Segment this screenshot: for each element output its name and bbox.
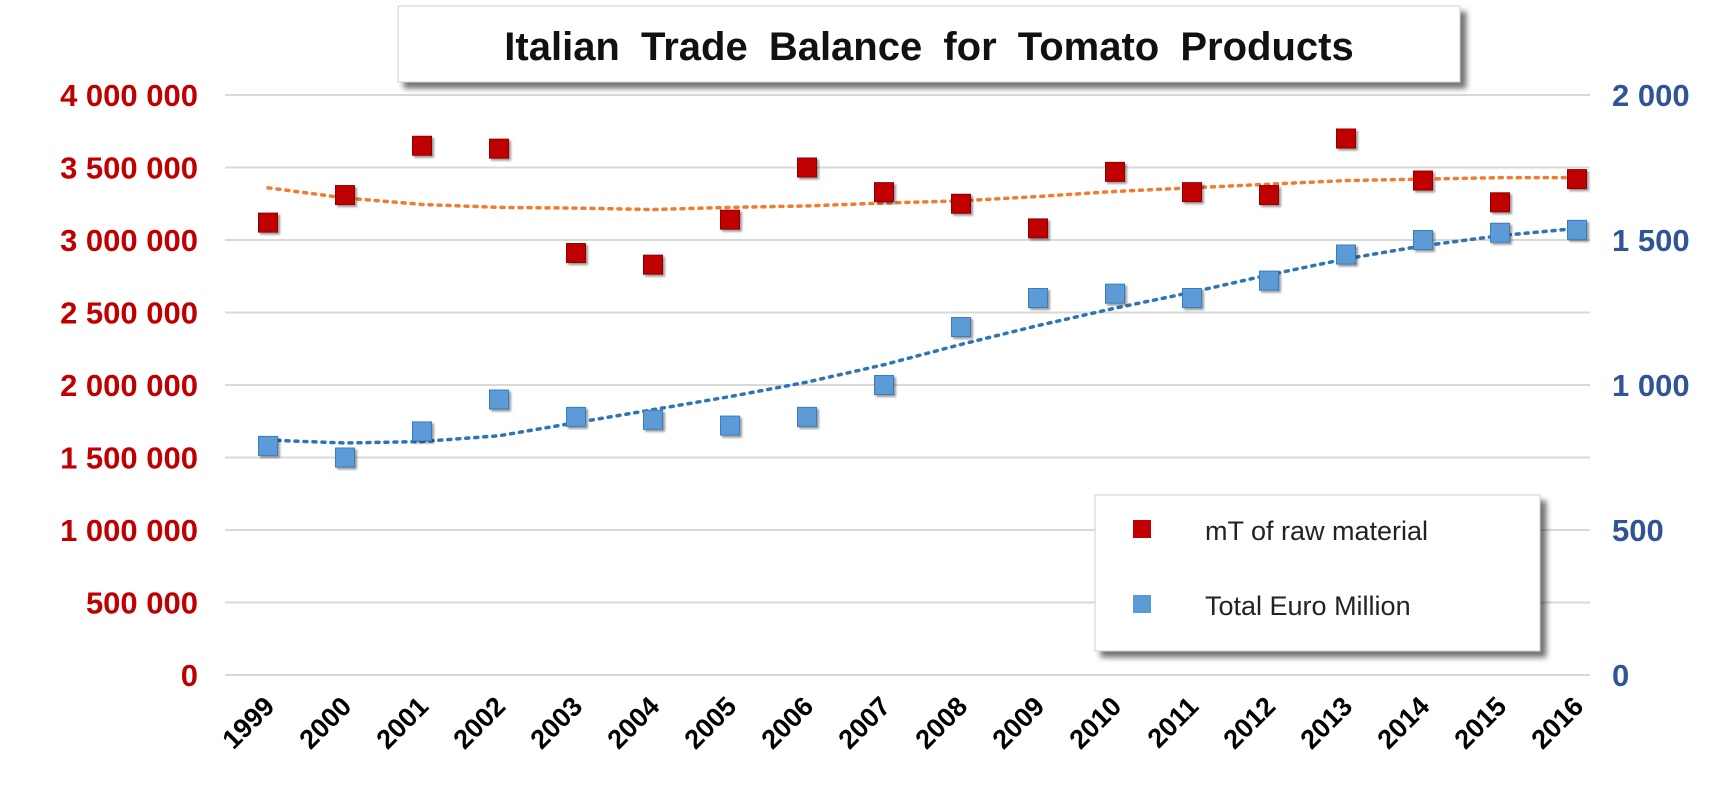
x-tick-label: 2008 <box>910 691 974 755</box>
y-left-tick-label: 3 000 000 <box>60 223 198 258</box>
y-left-tick-label: 3 500 000 <box>60 151 198 186</box>
point-raw-material-2012 <box>1259 185 1279 206</box>
point-raw-material-2009 <box>1028 218 1048 239</box>
x-tick-label: 2000 <box>294 691 358 755</box>
x-tick-label: 2015 <box>1449 691 1513 755</box>
point-euro-million-2006 <box>797 406 817 427</box>
point-euro-million-1999 <box>258 435 278 456</box>
legend: mT of raw material Total Euro Million <box>1094 494 1541 652</box>
point-raw-material-2011 <box>1182 182 1202 203</box>
point-raw-material-2004 <box>643 254 663 275</box>
point-euro-million-2005 <box>720 415 740 436</box>
trendline-raw-material <box>266 175 1579 212</box>
x-tick-label: 2009 <box>987 691 1051 755</box>
x-tick-label: 2006 <box>756 691 820 755</box>
point-euro-million-2009 <box>1028 288 1048 308</box>
point-raw-material-2014 <box>1413 170 1433 191</box>
y-left-tick-label: 0 <box>181 658 198 693</box>
y-right-tick-label: 500 <box>1612 513 1664 548</box>
x-tick-label: 2010 <box>1064 691 1128 755</box>
x-tick-label: 1999 <box>217 691 281 755</box>
point-euro-million-2002 <box>489 389 509 410</box>
point-raw-material-2008 <box>951 193 971 214</box>
point-euro-million-2011 <box>1182 288 1202 308</box>
trendline-euro-million <box>266 226 1579 445</box>
x-tick-label: 2004 <box>602 691 666 755</box>
x-tick-label: 2012 <box>1218 691 1282 755</box>
x-axis: 1999 2000 2001 2002 2003 2004 2005 2006 2007 2008… <box>217 691 1590 755</box>
point-raw-material-2016 <box>1567 169 1587 190</box>
chart-title-box: Italian Trade Balance for Tomato Product… <box>397 5 1461 83</box>
trendlines <box>266 175 1579 445</box>
point-raw-material-1999 <box>258 212 278 233</box>
x-tick-label: 2005 <box>679 691 743 755</box>
y-right-tick-label: 0 <box>1612 658 1629 693</box>
point-raw-material-2007 <box>874 182 894 203</box>
legend-marker-euro-million <box>1133 595 1151 613</box>
x-tick-label: 2002 <box>448 691 512 755</box>
point-euro-million-2012 <box>1259 270 1279 291</box>
point-euro-million-2003 <box>566 406 586 427</box>
y-left-tick-label: 1 500 000 <box>60 441 198 476</box>
y-axis-left: 0 500 000 1 000 000 1 500 000 2 000 000 2 500… <box>60 78 198 693</box>
point-euro-million-2016 <box>1567 219 1587 240</box>
point-euro-million-2014 <box>1413 230 1433 250</box>
point-raw-material-2013 <box>1336 128 1356 149</box>
point-raw-material-2000 <box>335 185 355 206</box>
y-right-tick-label: 2 000 <box>1612 78 1690 113</box>
point-raw-material-2002 <box>489 138 509 159</box>
point-euro-million-2008 <box>951 317 971 337</box>
point-raw-material-2015 <box>1490 192 1510 213</box>
point-raw-material-2003 <box>566 243 586 264</box>
data-points <box>258 128 1587 468</box>
y-left-tick-label: 4 000 000 <box>60 78 198 113</box>
y-right-tick-label: 1 500 <box>1612 223 1690 258</box>
point-euro-million-2007 <box>874 375 894 395</box>
x-tick-label: 2016 <box>1526 691 1590 755</box>
point-euro-million-2013 <box>1336 244 1356 265</box>
x-tick-label: 2013 <box>1295 691 1359 755</box>
x-tick-label: 2001 <box>371 691 435 755</box>
point-euro-million-2001 <box>412 421 432 442</box>
x-tick-label: 2014 <box>1372 691 1436 755</box>
x-tick-label: 2003 <box>525 691 589 755</box>
legend-label-raw-material: mT of raw material <box>1205 516 1428 546</box>
y-left-tick-label: 2 000 000 <box>60 368 198 403</box>
x-tick-label: 2007 <box>833 691 897 755</box>
point-raw-material-2010 <box>1105 161 1125 182</box>
point-euro-million-2015 <box>1490 222 1510 243</box>
y-axis-right: 0 500 1 000 1 500 2 000 <box>1612 78 1690 693</box>
legend-label-euro-million: Total Euro Million <box>1205 591 1411 621</box>
legend-marker-raw-material <box>1133 520 1151 538</box>
point-euro-million-2010 <box>1105 283 1125 304</box>
gridlines <box>225 94 1590 676</box>
chart-title: Italian Trade Balance for Tomato Product… <box>504 25 1353 69</box>
point-raw-material-2006 <box>797 157 817 178</box>
y-left-tick-label: 2 500 000 <box>60 296 198 331</box>
point-euro-million-2004 <box>643 409 663 430</box>
x-tick-label: 2011 <box>1142 691 1205 754</box>
y-left-tick-label: 1 000 000 <box>60 513 198 548</box>
point-raw-material-2001 <box>412 135 432 156</box>
y-right-tick-label: 1 000 <box>1612 368 1690 403</box>
point-euro-million-2000 <box>335 447 355 468</box>
y-left-tick-label: 500 000 <box>86 586 198 621</box>
point-raw-material-2005 <box>720 209 740 230</box>
